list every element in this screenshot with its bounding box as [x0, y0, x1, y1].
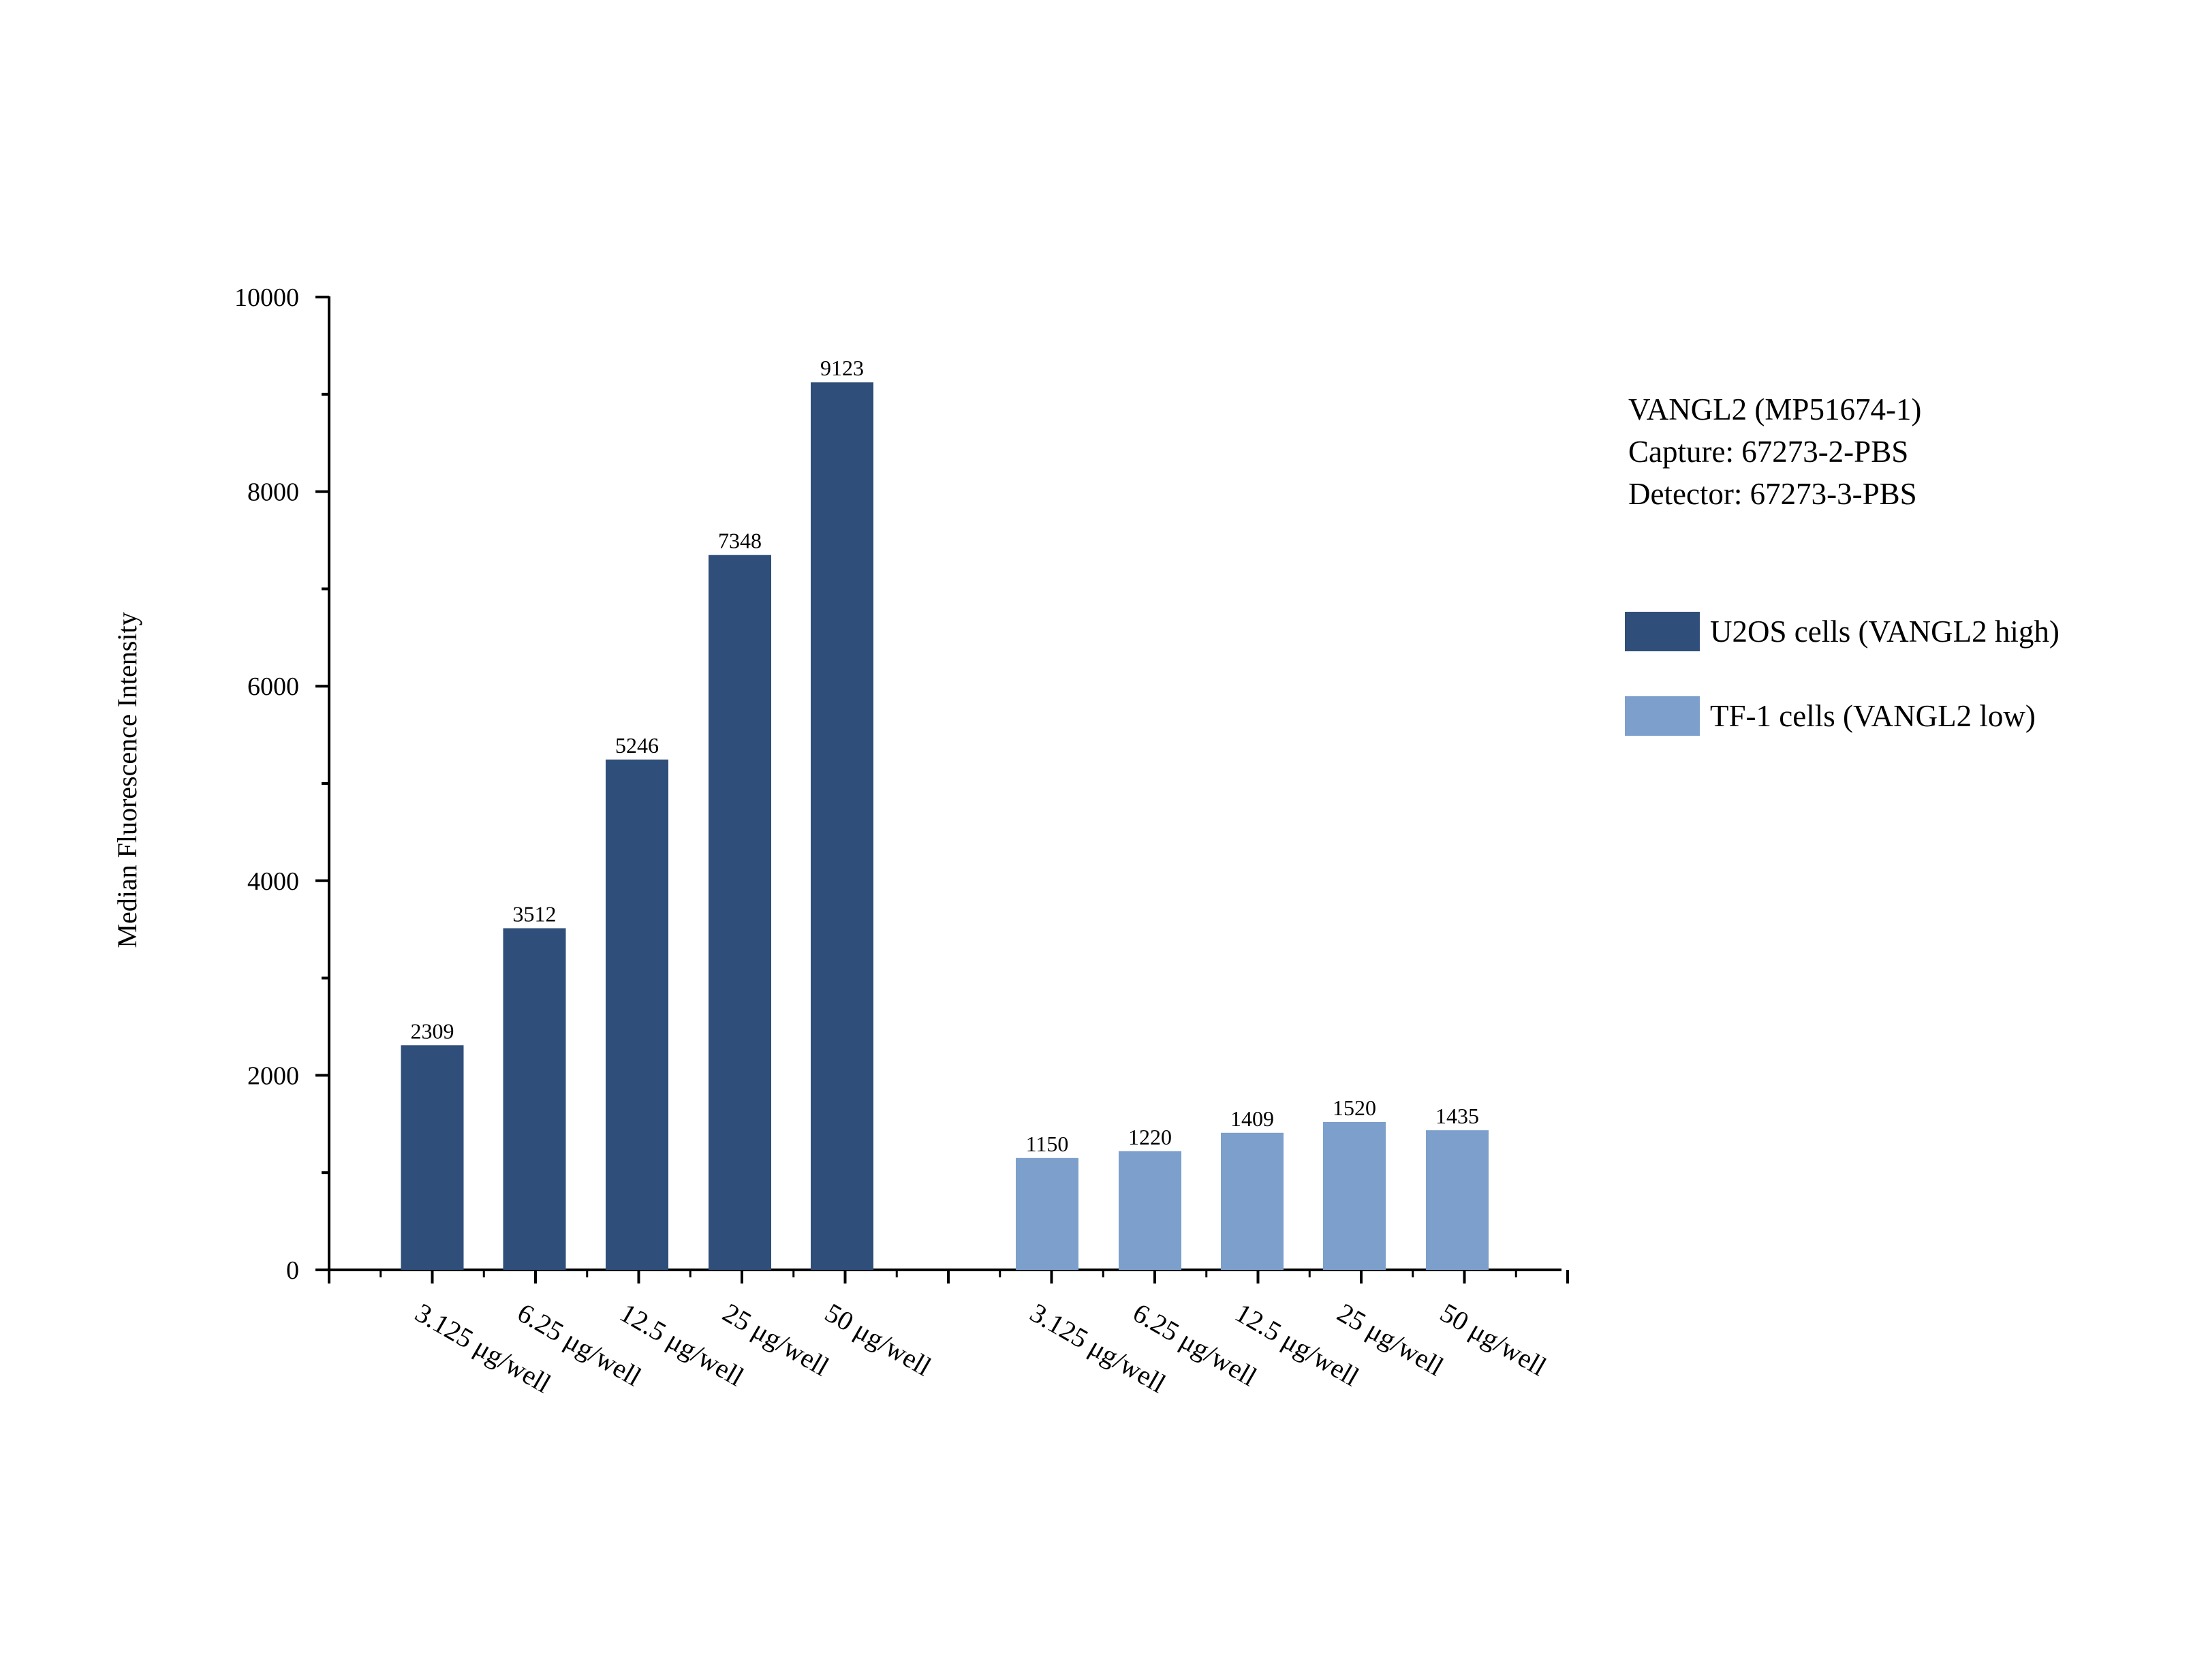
bar	[1119, 1151, 1181, 1270]
legend-swatch	[1625, 612, 1700, 651]
y-tick-label: 2000	[247, 1061, 299, 1090]
bar	[1221, 1132, 1284, 1270]
y-tick-label: 4000	[247, 867, 299, 896]
bar	[1426, 1130, 1489, 1270]
legend-label: TF-1 cells (VANGL2 low)	[1710, 699, 2036, 733]
info-line: VANGL2 (MP51674-1)	[1628, 392, 1921, 426]
bar	[709, 555, 771, 1271]
legend: U2OS cells (VANGL2 high) TF-1 cells (VANG…	[1625, 612, 2060, 736]
bar	[811, 382, 873, 1270]
bar-value-label: 7348	[718, 529, 762, 553]
bar	[401, 1045, 464, 1270]
info-line: Detector: 67273-3-PBS	[1628, 477, 1917, 511]
bar-value-label: 3512	[513, 901, 557, 926]
category-label: 50 μg/well	[1435, 1297, 1552, 1382]
bar-value-label: 1150	[1026, 1132, 1069, 1156]
bar	[1016, 1157, 1078, 1270]
bar-value-label: 1520	[1333, 1095, 1376, 1120]
info-line: Capture: 67273-2-PBS	[1628, 435, 1908, 469]
legend-label: U2OS cells (VANGL2 high)	[1710, 615, 2060, 649]
bar-value-label: 2309	[411, 1018, 454, 1043]
bar	[1323, 1121, 1386, 1270]
bar	[503, 928, 566, 1270]
y-tick-label: 10000	[234, 283, 299, 312]
bars	[401, 382, 1489, 1271]
bar-value-label: 1409	[1230, 1106, 1274, 1131]
bar	[606, 759, 668, 1270]
legend-swatch	[1625, 696, 1700, 736]
bar-value-label: 1220	[1128, 1125, 1172, 1149]
bar-value-label: 1435	[1435, 1104, 1479, 1128]
chart-info: VANGL2 (MP51674-1) Capture: 67273-2-PBS De…	[1628, 392, 1921, 511]
y-tick-label: 0	[286, 1256, 299, 1285]
y-tick-label: 6000	[247, 672, 299, 701]
bar-value-label: 5246	[615, 733, 659, 758]
y-axis-label: Median Fluorescence Intensity	[112, 612, 142, 948]
bar-value-label: 9123	[820, 356, 864, 380]
y-tick-label: 8000	[247, 478, 299, 507]
category-label: 50 μg/well	[820, 1297, 937, 1382]
